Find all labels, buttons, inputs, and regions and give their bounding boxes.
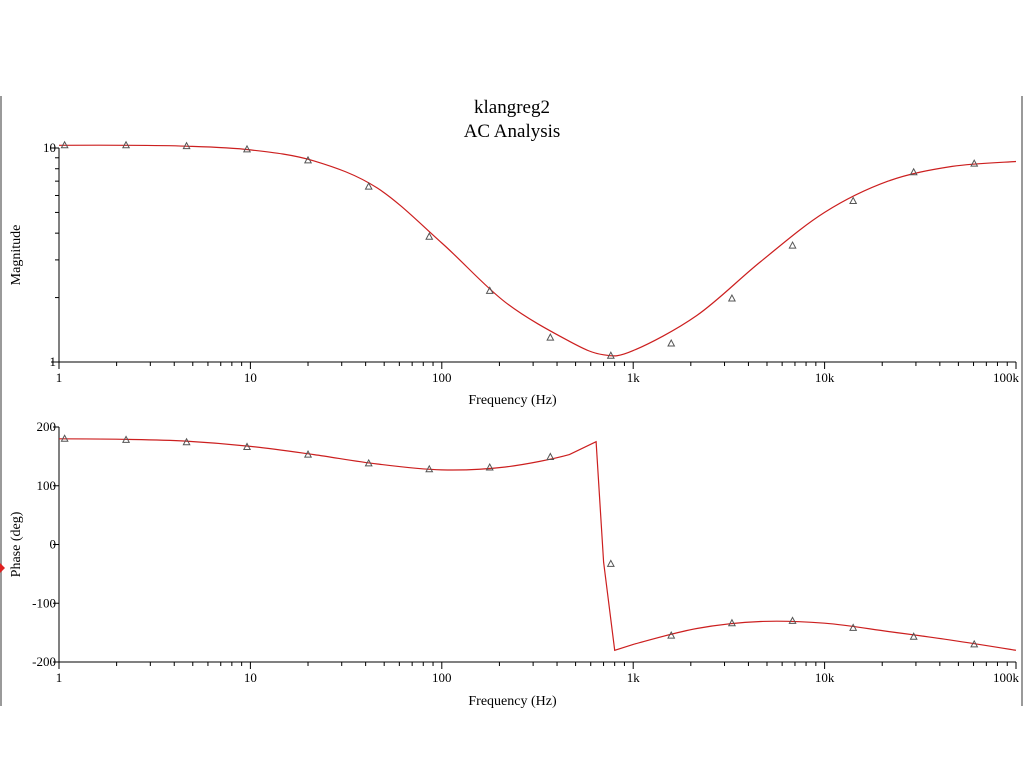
- data-point-marker: [727, 618, 736, 627]
- data-point-marker: [182, 437, 191, 446]
- data-point-marker: [849, 623, 858, 631]
- x-tick-label: 10: [244, 370, 257, 385]
- x-tick-label: 100: [432, 370, 452, 385]
- y-axis-label: Phase (deg): [9, 511, 24, 577]
- x-tick-label: 10: [244, 670, 257, 685]
- data-point-marker: [364, 182, 373, 190]
- y-tick-label: 1: [50, 354, 57, 369]
- data-point-marker: [546, 452, 555, 460]
- data-point-marker: [303, 155, 313, 164]
- data-point-marker: [60, 140, 69, 149]
- series-line: [58, 438, 1017, 652]
- x-tick-label: 1k: [627, 370, 641, 385]
- data-point-marker: [788, 241, 797, 249]
- data-point-marker: [60, 434, 69, 442]
- magnitude-plot[interactable]: 1 10 100 1k 10k 100k 1 10 Frequency (Hz) Magnitud…: [9, 140, 1020, 408]
- data-point-marker: [970, 639, 979, 648]
- y-tick-label: 10: [43, 140, 56, 155]
- data-point-marker: [606, 351, 615, 359]
- y-tick-label: 200: [37, 419, 57, 434]
- data-point-marker: [849, 196, 858, 205]
- cursor-arrow-icon[interactable]: [0, 563, 5, 573]
- y-axis-label: Magnitude: [9, 225, 24, 286]
- data-point-marker: [364, 458, 373, 467]
- data-point-marker: [242, 144, 252, 153]
- data-point-marker: [546, 333, 555, 341]
- x-tick-label: 1: [56, 370, 63, 385]
- data-point-marker: [485, 462, 494, 471]
- data-point-marker: [909, 167, 918, 176]
- phase-plot[interactable]: 1 10 100 1k 10k 100k 200 100 0 -100 -200 Frequency …: [9, 419, 1020, 709]
- window-right-border: [1021, 96, 1023, 706]
- x-tick-label: 1k: [627, 670, 641, 685]
- y-tick-label: -200: [32, 654, 56, 669]
- x-tick-label: 1: [56, 670, 63, 685]
- x-tick-label: 100: [432, 670, 452, 685]
- data-point-marker: [303, 450, 313, 458]
- data-point-marker: [667, 338, 676, 347]
- data-point-marker: [788, 616, 797, 624]
- data-point-marker: [425, 464, 434, 473]
- y-tick-label: -100: [32, 595, 56, 610]
- x-tick-label: 10k: [815, 370, 835, 385]
- window-left-border: [0, 96, 2, 706]
- x-tick-label: 100k: [993, 370, 1020, 385]
- data-point-marker: [667, 631, 676, 639]
- series-line: [58, 144, 1017, 357]
- data-point-marker: [425, 232, 434, 240]
- data-point-marker: [909, 632, 918, 640]
- data-point-marker: [242, 442, 252, 450]
- data-point-marker: [970, 159, 979, 167]
- data-point-marker: [182, 141, 191, 150]
- x-axis-label: Frequency (Hz): [468, 393, 557, 408]
- data-point-marker: [122, 140, 131, 149]
- x-tick-label: 10k: [815, 670, 835, 685]
- data-point-marker: [727, 293, 736, 302]
- data-point-marker: [606, 559, 615, 567]
- y-tick-label: 0: [50, 537, 57, 552]
- y-tick-label: 100: [37, 478, 57, 493]
- chart-subtitle: AC Analysis: [464, 121, 561, 142]
- x-axis-label: Frequency (Hz): [468, 694, 557, 709]
- data-point-marker: [485, 286, 494, 294]
- chart-title: klangreg2: [474, 97, 550, 118]
- x-tick-label: 100k: [993, 670, 1020, 685]
- data-point-marker: [122, 435, 131, 443]
